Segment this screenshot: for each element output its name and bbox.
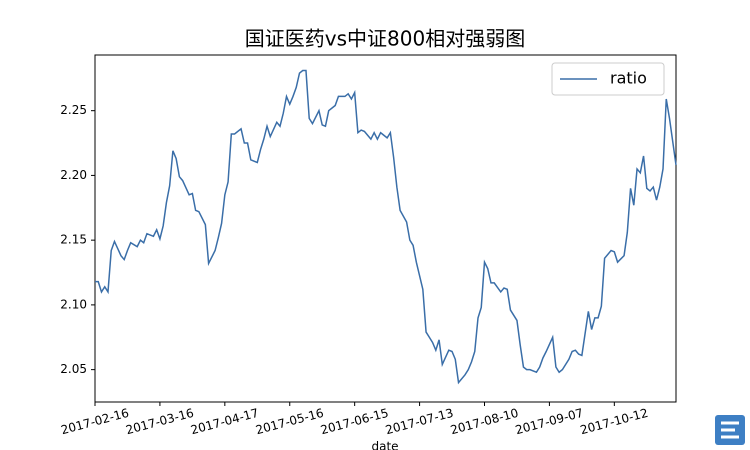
legend-label: ratio: [610, 69, 647, 88]
x-tick-label: 2017-08-10: [449, 406, 520, 438]
logo: [715, 415, 745, 445]
y-tick-label: 2.05: [60, 362, 87, 376]
y-tick-label: 2.10: [60, 297, 87, 311]
x-axis-label: date: [371, 440, 398, 450]
legend-box: [551, 62, 665, 96]
data-line: [95, 69, 677, 385]
y-tick-label: 2.15: [60, 233, 87, 247]
x-tick-label: 2017-07-13: [384, 406, 455, 438]
x-tick-label: 2017-04-17: [189, 406, 260, 438]
x-tick-label: 2017-09-07: [514, 406, 585, 438]
x-tick-label: 2017-02-16: [59, 406, 130, 438]
x-tick-label: 2017-06-15: [319, 406, 390, 438]
x-tick-label: 2017-05-16: [254, 406, 325, 438]
plot-frame: [94, 54, 677, 403]
x-tick-label: 2017-03-16: [124, 406, 195, 438]
y-tick-label: 2.25: [60, 103, 87, 117]
x-tick-label: 2017-10-12: [579, 406, 650, 438]
chart-title: 国证医药vs中证800相对强弱图: [245, 27, 525, 51]
y-tick-label: 2.20: [60, 168, 87, 182]
